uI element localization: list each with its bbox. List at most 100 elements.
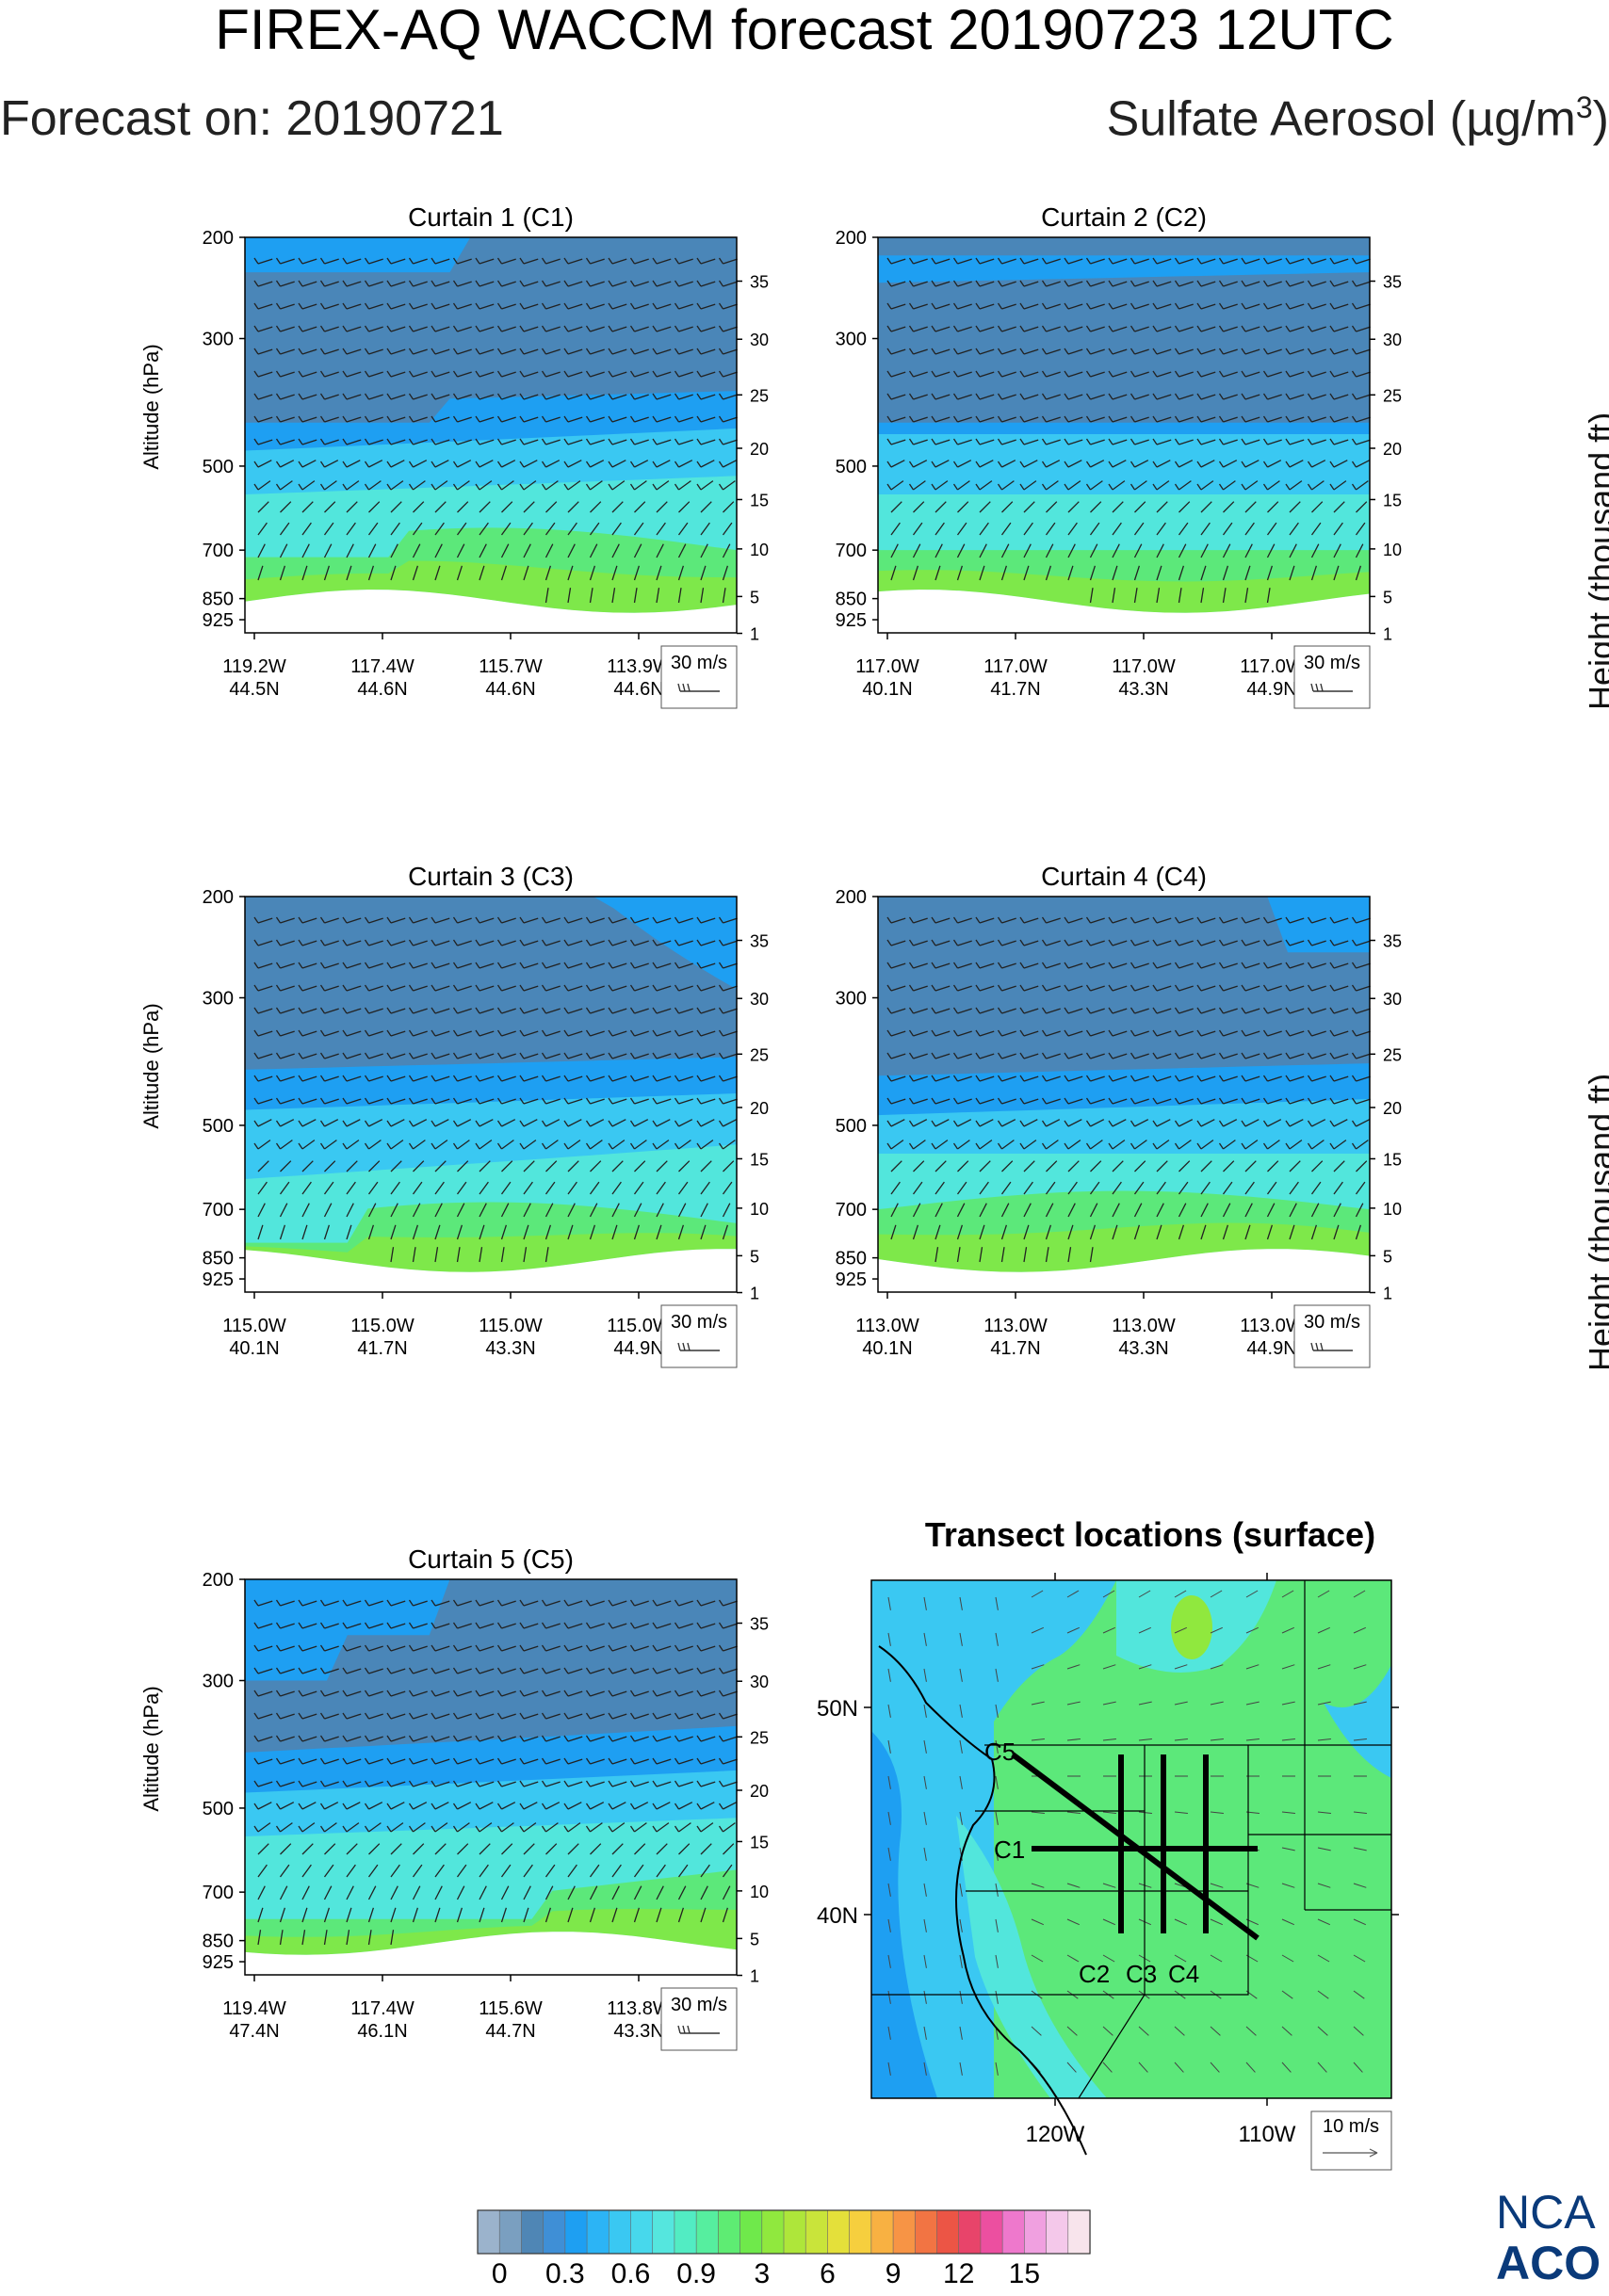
wind-barb-feather (452, 1712, 459, 1720)
wind-barb-feather (1241, 438, 1246, 445)
wind-barb (611, 543, 620, 558)
wind-barb (590, 1119, 605, 1127)
map-wind-arrow (959, 1704, 963, 1718)
wind-barb (1090, 917, 1105, 924)
wind-barb (368, 326, 383, 332)
wind-barb-feather (563, 1757, 569, 1765)
wind-barb (545, 1160, 558, 1172)
wind-barb-feather (431, 1075, 436, 1082)
wind-barb-feather (298, 348, 303, 355)
map-wind-arrow (887, 1632, 891, 1646)
wind-barb (413, 985, 428, 992)
wind-barb-feather (585, 1780, 592, 1787)
wind-barb (1067, 917, 1083, 924)
wind-barb-feather (408, 984, 414, 992)
wind-barb (656, 480, 670, 491)
wind-barb-feather (674, 348, 680, 355)
wind-barb-feather (1041, 393, 1048, 400)
wind-barb-feather (563, 370, 569, 378)
wind-barb-feather (674, 1142, 680, 1150)
wind-barb (1311, 371, 1326, 378)
wind-barb-feather (629, 1690, 636, 1697)
wind-barb (412, 1864, 423, 1878)
wind-barb (545, 1781, 561, 1787)
wind-barb (1356, 371, 1371, 378)
map-wind-arrow (1102, 2062, 1113, 2073)
wind-barb-feather (1152, 1075, 1158, 1082)
wind-barb-feather (342, 257, 348, 265)
wind-reference-box (660, 645, 738, 709)
wind-barb-feather (886, 483, 892, 491)
wind-barb (523, 1160, 535, 1172)
wind-barb (1046, 1160, 1058, 1172)
wind-barb-feather (1285, 1007, 1291, 1014)
transect-label: C4 (1168, 1960, 1199, 1988)
wind-barb (1289, 962, 1305, 969)
y-tick-label: 700 (203, 541, 234, 561)
wind-barb (1222, 1224, 1229, 1240)
wind-barb (367, 543, 377, 558)
wind-barb (523, 1053, 539, 1059)
wind-barb (1267, 985, 1282, 992)
wind-barb (346, 1885, 354, 1900)
wind-barb-feather (1019, 280, 1025, 287)
wind-barb (257, 1181, 268, 1195)
wind-barb-feather (253, 325, 259, 332)
wind-barb (656, 439, 672, 445)
wind-barb-feather (975, 438, 981, 445)
wind-barb (456, 1247, 461, 1263)
wind-barb (1178, 1181, 1189, 1195)
transect-label: C5 (984, 1738, 1016, 1766)
wind-barb-feather (952, 984, 959, 992)
wind-barb (346, 1802, 361, 1810)
wind-barb (913, 940, 928, 946)
wind-barb (412, 1885, 421, 1900)
wind-barb-feather (1064, 1029, 1069, 1037)
wind-barb-feather (1218, 1075, 1225, 1082)
wind-barb-feather (886, 1075, 892, 1082)
wind-barb (280, 1030, 295, 1037)
wind-barb (367, 1224, 375, 1240)
wind-barb-feather (1064, 280, 1069, 287)
wind-barb (457, 1822, 470, 1833)
wind-barb-feather (1174, 415, 1180, 423)
wind-barb (1311, 326, 1326, 332)
wind-barb (390, 522, 400, 536)
wind-barb-feather (408, 1712, 414, 1720)
wind-barb (1001, 281, 1016, 287)
wind-barb (390, 1140, 404, 1150)
wind-barb-feather (342, 916, 348, 924)
wind-barb-feather (319, 1667, 326, 1674)
wind-barb-feather (475, 916, 480, 924)
wind-barb-feather (431, 1690, 436, 1697)
wind-barb (589, 1203, 598, 1218)
wind-barb-feather (696, 325, 702, 332)
wind-barb-feather (386, 1825, 392, 1833)
wind-barb-feather (342, 939, 348, 946)
wind-barb-feather (1041, 1075, 1048, 1082)
wind-barb (501, 460, 516, 468)
wind-barb (324, 1758, 339, 1765)
wind-barb-feather (319, 1644, 326, 1652)
wind-barb (723, 1053, 738, 1059)
y-tick-label: 850 (203, 590, 234, 610)
wind-barb-feather (931, 1142, 936, 1150)
wind-barb-feather (452, 257, 459, 265)
wind-barb-feather (1174, 257, 1180, 265)
wind-barb-feather (674, 461, 680, 468)
wind-barb (1200, 1030, 1216, 1037)
wind-barb (611, 985, 627, 992)
wind-barb (590, 1781, 605, 1787)
wind-barb (523, 522, 533, 536)
wind-barb (979, 394, 995, 400)
wind-barb-feather (275, 1780, 282, 1787)
x-tick-lon: 115.6W (479, 1998, 543, 2019)
wind-barb (1289, 1119, 1304, 1127)
wind-barb (1178, 1030, 1194, 1037)
wind-barb (523, 940, 539, 946)
wind-barb (957, 416, 972, 423)
wind-barb-feather (674, 280, 680, 287)
wind-barb-feather (386, 302, 392, 310)
wind-barb-feather (652, 916, 658, 924)
wind-barb (413, 460, 428, 468)
